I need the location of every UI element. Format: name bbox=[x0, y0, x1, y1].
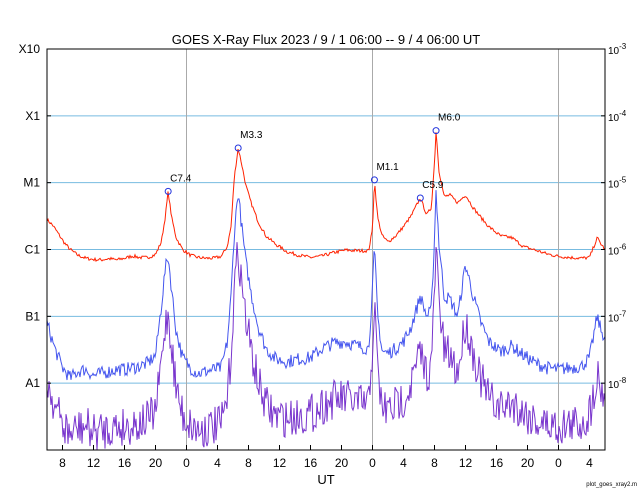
flare-label: M1.1 bbox=[376, 162, 399, 173]
x-tick-label: 16 bbox=[490, 456, 504, 470]
series-line-1 bbox=[46, 132, 606, 263]
x-tick-label: 4 bbox=[214, 456, 221, 470]
x-tick-label: 16 bbox=[304, 456, 318, 470]
x-tick-label: 12 bbox=[459, 456, 473, 470]
y-class-tick-label: A1 bbox=[25, 376, 40, 390]
flare-label: C5.9 bbox=[422, 180, 444, 191]
series-line-2-low bbox=[46, 242, 606, 451]
x-tick-label: 4 bbox=[400, 456, 407, 470]
x-tick-label: 0 bbox=[555, 456, 562, 470]
x-tick-label: 8 bbox=[431, 456, 438, 470]
y-right-tick-label: 10-6 bbox=[608, 243, 627, 258]
x-tick-label: 20 bbox=[335, 456, 349, 470]
x-tick-label: 8 bbox=[245, 456, 252, 470]
flare-label: C7.4 bbox=[170, 173, 192, 184]
y-right-tick-label: 10-5 bbox=[608, 176, 627, 191]
chart-title: GOES X-Ray Flux 2023 / 9 / 1 06:00 -- 9 … bbox=[172, 32, 481, 47]
flare-marker bbox=[370, 176, 378, 184]
y-right-tick-label: 10-8 bbox=[608, 376, 627, 391]
x-tick-label: 4 bbox=[586, 456, 593, 470]
x-tick-label: 16 bbox=[118, 456, 132, 470]
flare-marker bbox=[416, 194, 424, 202]
y-class-tick-label: B1 bbox=[25, 309, 40, 323]
x-tick-label: 12 bbox=[87, 456, 101, 470]
series-layer bbox=[46, 132, 606, 451]
flare-marker bbox=[234, 144, 242, 152]
x-axis-label: UT bbox=[317, 472, 334, 487]
y-class-tick-label: M1 bbox=[23, 176, 40, 190]
axes-layer: X10 X1 M1 C1 B1 A1 10-3 10-4 10-5 10-6 10-7 10-8 8 12… bbox=[19, 42, 627, 470]
credit-text: plot_goes_xray2.m bbox=[586, 482, 637, 488]
y-right-tick-label: 10-3 bbox=[608, 42, 627, 57]
flare-marker bbox=[432, 127, 440, 135]
y-right-tick-label: 10-7 bbox=[608, 309, 627, 324]
y-class-tick-label: X10 bbox=[19, 42, 41, 56]
flare-label: M6.0 bbox=[438, 113, 461, 124]
x-tick-label: 12 bbox=[273, 456, 287, 470]
y-class-tick-label: C1 bbox=[25, 243, 41, 257]
series-line-2 bbox=[46, 190, 606, 381]
flare-label: M3.3 bbox=[240, 130, 263, 141]
y-right-tick-label: 10-4 bbox=[608, 109, 627, 124]
grid-lines bbox=[47, 49, 605, 450]
x-tick-label: 0 bbox=[183, 456, 190, 470]
x-tick-label: 20 bbox=[149, 456, 163, 470]
x-tick-label: 8 bbox=[59, 456, 66, 470]
y-class-tick-label: X1 bbox=[25, 109, 40, 123]
x-tick-label: 20 bbox=[521, 456, 535, 470]
flare-marker bbox=[164, 187, 172, 195]
x-tick-label: 0 bbox=[369, 456, 376, 470]
annotations-layer: C7.4 M3.3 M1.1 C5.9 M6.0 bbox=[164, 113, 461, 202]
